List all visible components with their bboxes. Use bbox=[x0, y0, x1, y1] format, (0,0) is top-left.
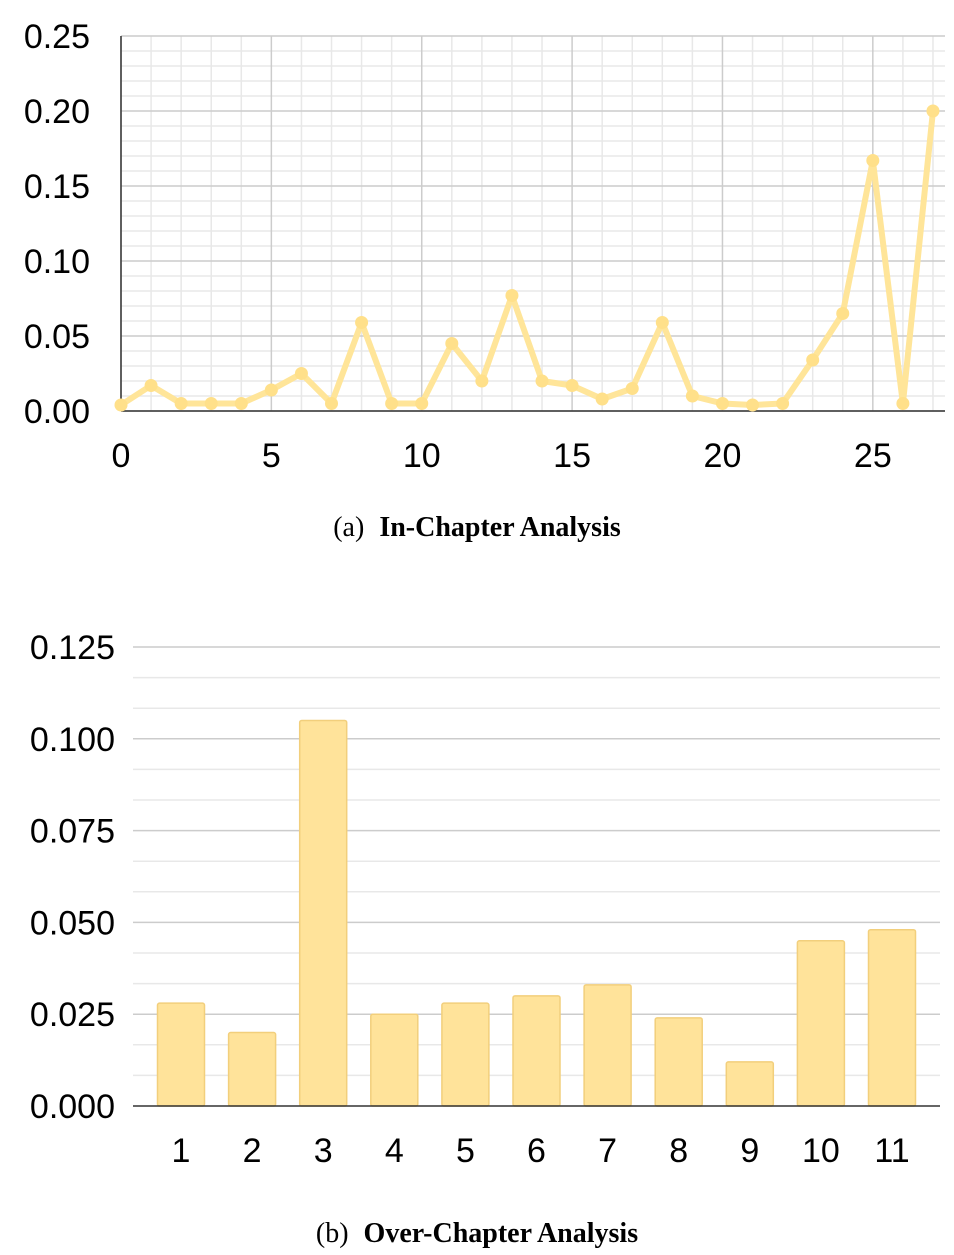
bar bbox=[512, 995, 561, 1107]
x-tick-label: 15 bbox=[553, 437, 591, 475]
line-chart-caption-prefix: (a) bbox=[333, 512, 364, 543]
y-tick-label: 0.05 bbox=[24, 318, 90, 356]
bar-chart-caption-prefix: (b) bbox=[316, 1218, 349, 1249]
x-tick-label: 11 bbox=[874, 1132, 909, 1170]
data-point bbox=[144, 379, 158, 392]
line-chart-x-tick-labels: 0 5 10 15 20 25 bbox=[112, 437, 892, 475]
data-point bbox=[204, 397, 218, 410]
line-chart-y-tick-labels: 0.00 0.05 0.10 0.15 0.20 0.25 bbox=[24, 18, 90, 431]
line-chart-caption: (a) In-Chapter Analysis bbox=[333, 512, 621, 543]
data-point bbox=[595, 392, 609, 406]
bar-chart-y-tick-labels: 0.000 0.025 0.050 0.075 0.100 0.125 bbox=[30, 629, 115, 1126]
y-tick-label: 0.25 bbox=[24, 18, 90, 56]
data-point bbox=[806, 353, 820, 367]
bar bbox=[298, 719, 348, 1107]
x-tick-label: 7 bbox=[598, 1132, 617, 1170]
data-point bbox=[836, 307, 850, 320]
y-tick-label: 0.125 bbox=[30, 629, 115, 667]
data-point bbox=[174, 397, 188, 410]
line-chart-caption-title: In-Chapter Analysis bbox=[379, 512, 621, 543]
data-point bbox=[896, 397, 910, 410]
x-tick-label: 9 bbox=[740, 1132, 759, 1170]
data-point bbox=[294, 367, 308, 380]
line-chart-series bbox=[114, 104, 940, 412]
y-tick-label: 0.000 bbox=[30, 1088, 115, 1126]
y-tick-label: 0.050 bbox=[30, 904, 115, 942]
x-tick-label: 2 bbox=[243, 1132, 262, 1170]
x-tick-label: 0 bbox=[112, 437, 131, 475]
bar bbox=[227, 1031, 277, 1107]
line-chart-grid bbox=[120, 35, 945, 412]
line-chart-axes bbox=[120, 36, 945, 412]
data-point bbox=[325, 397, 339, 410]
y-tick-label: 0.00 bbox=[24, 393, 90, 431]
bar-chart-caption: (b) Over-Chapter Analysis bbox=[316, 1218, 638, 1249]
x-tick-label: 1 bbox=[172, 1132, 191, 1170]
data-point bbox=[866, 154, 880, 167]
y-tick-label: 0.10 bbox=[24, 243, 90, 281]
y-tick-label: 0.075 bbox=[30, 813, 115, 851]
data-point bbox=[445, 337, 459, 350]
data-point bbox=[565, 379, 579, 392]
bar-chart-bars bbox=[156, 719, 917, 1107]
data-point bbox=[926, 104, 940, 118]
over-chapter-bar-chart: 0.000 0.025 0.050 0.075 0.100 0.125 1 2 3 4 5 6 7 8 9… bbox=[30, 629, 940, 1249]
data-point bbox=[746, 398, 760, 412]
bar bbox=[654, 1017, 703, 1107]
bar bbox=[796, 940, 846, 1107]
x-tick-label: 6 bbox=[527, 1132, 546, 1170]
data-point bbox=[715, 397, 729, 410]
data-point bbox=[685, 389, 699, 403]
x-tick-label: 8 bbox=[669, 1132, 688, 1170]
bar bbox=[725, 1061, 775, 1107]
data-point bbox=[475, 374, 489, 388]
series-line bbox=[118, 108, 936, 408]
x-tick-label: 5 bbox=[456, 1132, 475, 1170]
x-tick-label: 3 bbox=[314, 1132, 333, 1170]
data-point bbox=[625, 382, 639, 395]
bar-chart-x-tick-labels: 1 2 3 4 5 6 7 8 9 10 11 bbox=[172, 1132, 910, 1170]
data-point bbox=[655, 316, 669, 329]
bar bbox=[156, 1002, 206, 1107]
data-point bbox=[234, 397, 248, 410]
x-tick-label: 25 bbox=[854, 437, 892, 475]
data-point bbox=[355, 316, 369, 329]
y-tick-label: 0.15 bbox=[24, 168, 90, 206]
data-point bbox=[264, 383, 278, 397]
bar-chart-caption-title: Over-Chapter Analysis bbox=[364, 1218, 639, 1249]
y-tick-label: 0.025 bbox=[30, 996, 115, 1034]
x-tick-label: 10 bbox=[802, 1132, 840, 1170]
data-point bbox=[505, 289, 519, 302]
bar bbox=[867, 928, 917, 1107]
x-tick-label: 5 bbox=[262, 437, 281, 475]
in-chapter-line-chart: 0.00 0.05 0.10 0.15 0.20 0.25 0 5 10 15 20 25 (a) … bbox=[24, 18, 945, 543]
data-point bbox=[114, 398, 128, 412]
data-point bbox=[385, 397, 399, 410]
data-point bbox=[776, 397, 790, 410]
y-tick-label: 0.20 bbox=[24, 93, 90, 131]
y-tick-label: 0.100 bbox=[30, 721, 115, 759]
bar bbox=[441, 1002, 490, 1107]
data-point bbox=[415, 397, 429, 410]
x-tick-label: 10 bbox=[403, 437, 441, 475]
data-point bbox=[535, 374, 549, 388]
bar bbox=[370, 1013, 419, 1107]
bar bbox=[583, 984, 632, 1107]
x-tick-label: 4 bbox=[385, 1132, 404, 1170]
x-tick-label: 20 bbox=[704, 437, 742, 475]
